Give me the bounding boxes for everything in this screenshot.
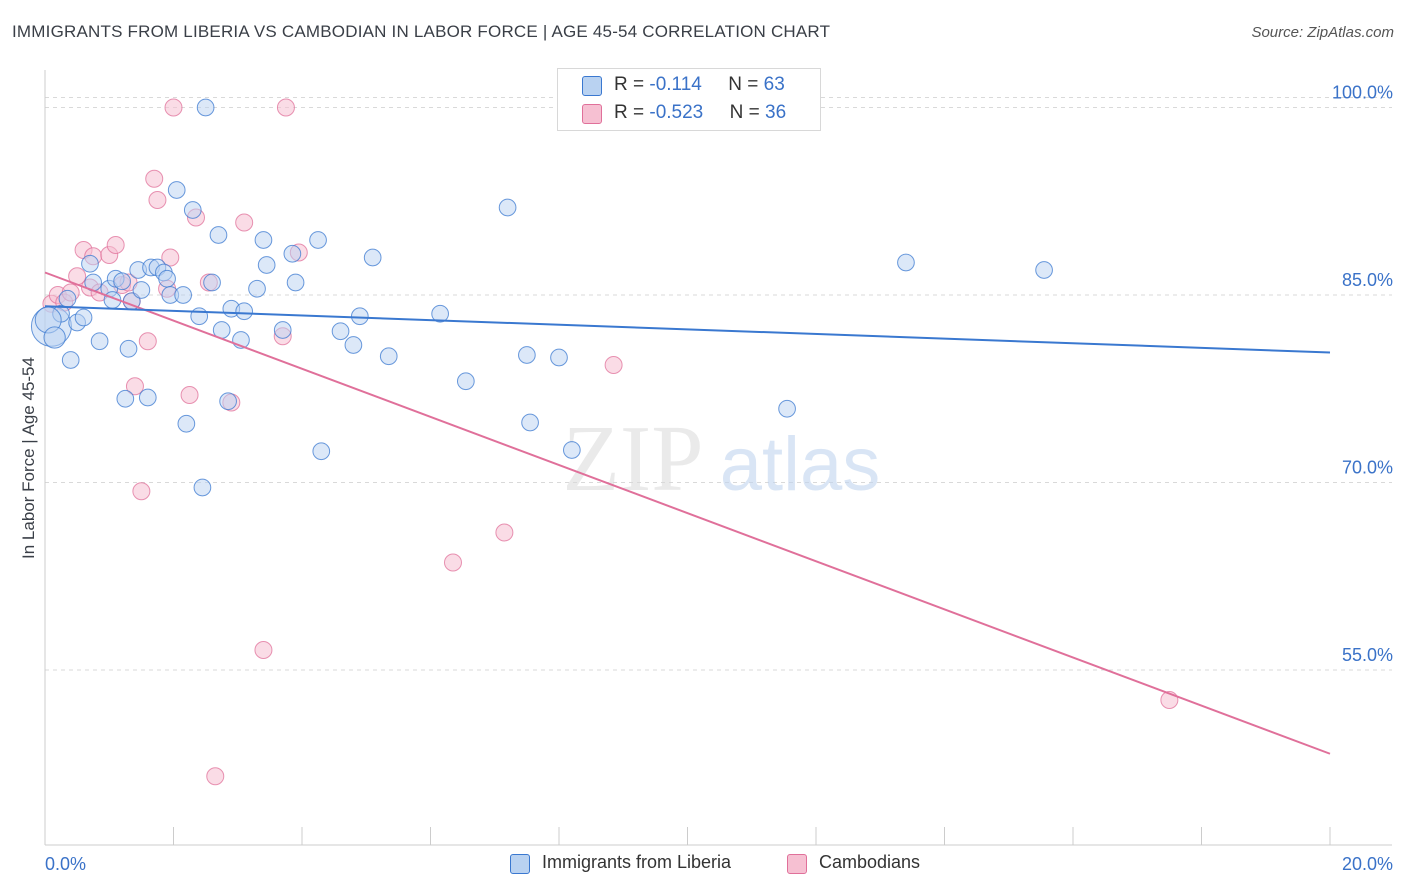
axes bbox=[44, 70, 1392, 846]
chart-title: IMMIGRANTS FROM LIBERIA VS CAMBODIAN IN … bbox=[12, 22, 831, 41]
legend-r-label: R = bbox=[614, 74, 650, 95]
liberia-point bbox=[235, 302, 254, 321]
tick-labels: 55.0% 70.0% 85.0% 100.0% 0.0% 20.0% bbox=[45, 83, 1393, 875]
liberia-point bbox=[897, 253, 915, 272]
liberia-point bbox=[119, 339, 138, 358]
legend-r-value: -0.523 bbox=[649, 102, 704, 123]
cambodians-point bbox=[161, 248, 180, 267]
grid-lines bbox=[45, 97, 1392, 671]
y-tick-label: 70.0% bbox=[1342, 458, 1393, 478]
liberia-points bbox=[30, 98, 1053, 497]
liberia-point bbox=[312, 442, 331, 461]
cambodians-point bbox=[180, 386, 199, 404]
liberia-point bbox=[563, 441, 581, 459]
bottom-legend-swatch-cambodians bbox=[787, 854, 807, 874]
cambodians-point bbox=[206, 767, 225, 786]
liberia-point bbox=[219, 392, 237, 411]
legend-r-label: R = bbox=[614, 102, 650, 123]
liberia-point bbox=[132, 281, 151, 299]
cambodians-point bbox=[495, 523, 514, 542]
liberia-point bbox=[81, 254, 99, 273]
cambodians-point bbox=[164, 98, 183, 117]
liberia-point bbox=[363, 248, 382, 267]
cambodians-point bbox=[145, 169, 164, 188]
liberia-point bbox=[286, 273, 305, 292]
cambodians-point bbox=[443, 553, 462, 572]
liberia-point bbox=[379, 347, 398, 366]
liberia-point bbox=[177, 414, 196, 433]
x-tick-label: 0.0% bbox=[45, 854, 86, 874]
liberia-point bbox=[283, 244, 302, 263]
y-tick-label: 100.0% bbox=[1332, 83, 1393, 103]
liberia-point bbox=[196, 98, 215, 117]
correlation-legend: R = -0.114 N = 63 R = -0.523 N = 36 bbox=[557, 68, 821, 131]
watermark-atlas: atlas bbox=[720, 422, 881, 507]
liberia-point bbox=[273, 321, 292, 339]
x-tick-label: 20.0% bbox=[1342, 854, 1393, 874]
legend-n-label: N = bbox=[728, 74, 764, 95]
watermark-zip: ZIP bbox=[563, 407, 704, 511]
cambodians-trend-line bbox=[44, 271, 1331, 755]
liberia-point bbox=[1035, 261, 1053, 279]
source-label: Source: ZipAtlas.com bbox=[1251, 24, 1394, 41]
y-tick-label: 55.0% bbox=[1342, 645, 1393, 665]
liberia-point bbox=[456, 372, 475, 391]
liberia-point bbox=[350, 307, 369, 326]
bottom-legend-label-liberia: Immigrants from Liberia bbox=[542, 852, 732, 872]
legend-n-value: 36 bbox=[765, 102, 787, 123]
cambodians-point bbox=[148, 191, 167, 209]
liberia-point bbox=[498, 198, 517, 217]
liberia-trend-line bbox=[44, 305, 1331, 354]
bottom-legend-swatch-liberia bbox=[510, 854, 530, 874]
liberia-point bbox=[521, 413, 539, 432]
legend-text-cambodians: R = -0.523 N = 36 bbox=[614, 102, 786, 124]
trend-lines bbox=[44, 271, 1331, 755]
liberia-point bbox=[113, 272, 131, 291]
bottom-legend-label-cambodians: Cambodians bbox=[819, 852, 921, 872]
cambodians-point bbox=[132, 482, 151, 501]
liberia-point bbox=[431, 304, 449, 323]
cambodians-point bbox=[106, 236, 125, 254]
liberia-point bbox=[309, 231, 327, 249]
liberia-point bbox=[61, 351, 80, 369]
y-axis-label: In Labor Force | Age 45-54 bbox=[19, 357, 38, 559]
cambodians-point bbox=[125, 377, 144, 396]
cambodians-point bbox=[235, 213, 254, 232]
liberia-point bbox=[193, 478, 212, 497]
liberia-point bbox=[550, 348, 568, 367]
cambodians-point bbox=[254, 641, 273, 659]
legend-n-label: N = bbox=[729, 102, 766, 123]
liberia-point bbox=[331, 322, 350, 341]
legend-n-value: 63 bbox=[763, 74, 785, 95]
liberia-point bbox=[116, 389, 135, 408]
liberia-point bbox=[778, 399, 796, 418]
cambodians-point bbox=[138, 332, 157, 351]
cambodians-point bbox=[604, 356, 623, 374]
liberia-point bbox=[254, 231, 273, 249]
liberia-point bbox=[90, 332, 109, 351]
liberia-point bbox=[183, 201, 202, 219]
liberia-point bbox=[190, 307, 209, 326]
y-tick-label: 85.0% bbox=[1342, 270, 1393, 290]
liberia-point bbox=[43, 326, 66, 349]
legend-r-value: -0.114 bbox=[649, 74, 702, 95]
liberia-point bbox=[203, 273, 221, 292]
liberia-point bbox=[518, 346, 536, 364]
liberia-point bbox=[158, 269, 176, 288]
legend-swatch-liberia bbox=[582, 76, 602, 96]
liberia-point bbox=[58, 289, 77, 308]
liberia-point bbox=[209, 226, 228, 244]
liberia-point bbox=[74, 308, 93, 327]
liberia-point bbox=[174, 286, 192, 304]
legend-text-liberia: R = -0.114 N = 63 bbox=[614, 74, 785, 96]
legend-swatch-cambodians bbox=[582, 104, 602, 124]
liberia-point bbox=[167, 181, 186, 199]
liberia-point bbox=[248, 279, 266, 298]
liberia-point bbox=[138, 388, 157, 407]
liberia-point bbox=[344, 336, 363, 354]
cambodians-point bbox=[276, 98, 295, 117]
liberia-point bbox=[257, 256, 276, 274]
